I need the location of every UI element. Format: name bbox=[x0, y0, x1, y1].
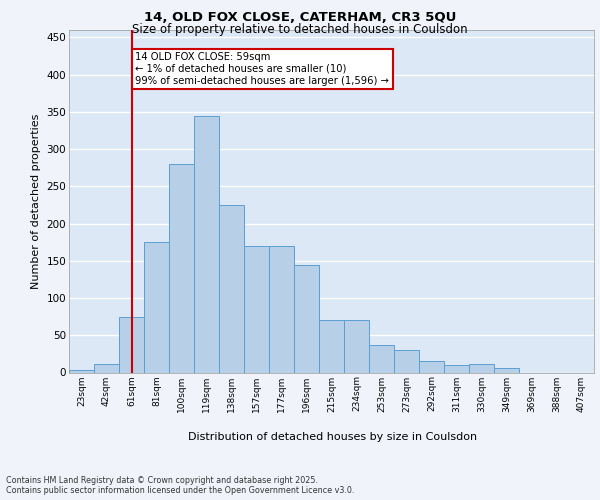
Bar bbox=[169, 164, 194, 372]
Bar bbox=[294, 264, 319, 372]
Bar bbox=[469, 364, 494, 372]
Text: Distribution of detached houses by size in Coulsdon: Distribution of detached houses by size … bbox=[188, 432, 478, 442]
Bar bbox=[144, 242, 169, 372]
Text: Size of property relative to detached houses in Coulsdon: Size of property relative to detached ho… bbox=[132, 22, 468, 36]
Bar bbox=[269, 246, 294, 372]
Bar bbox=[494, 368, 519, 372]
Bar bbox=[194, 116, 219, 372]
Bar bbox=[244, 246, 269, 372]
Bar bbox=[344, 320, 369, 372]
Bar bbox=[394, 350, 419, 372]
Bar bbox=[444, 365, 469, 372]
Bar bbox=[69, 370, 94, 372]
Bar bbox=[369, 345, 394, 372]
Y-axis label: Number of detached properties: Number of detached properties bbox=[31, 114, 41, 289]
Bar bbox=[219, 205, 244, 372]
Bar bbox=[319, 320, 344, 372]
Text: 14 OLD FOX CLOSE: 59sqm
← 1% of detached houses are smaller (10)
99% of semi-det: 14 OLD FOX CLOSE: 59sqm ← 1% of detached… bbox=[135, 52, 389, 86]
Text: 14, OLD FOX CLOSE, CATERHAM, CR3 5QU: 14, OLD FOX CLOSE, CATERHAM, CR3 5QU bbox=[144, 11, 456, 24]
Bar bbox=[419, 362, 444, 372]
Bar bbox=[94, 364, 119, 372]
Bar bbox=[119, 316, 144, 372]
Text: Contains HM Land Registry data © Crown copyright and database right 2025.
Contai: Contains HM Land Registry data © Crown c… bbox=[6, 476, 355, 495]
